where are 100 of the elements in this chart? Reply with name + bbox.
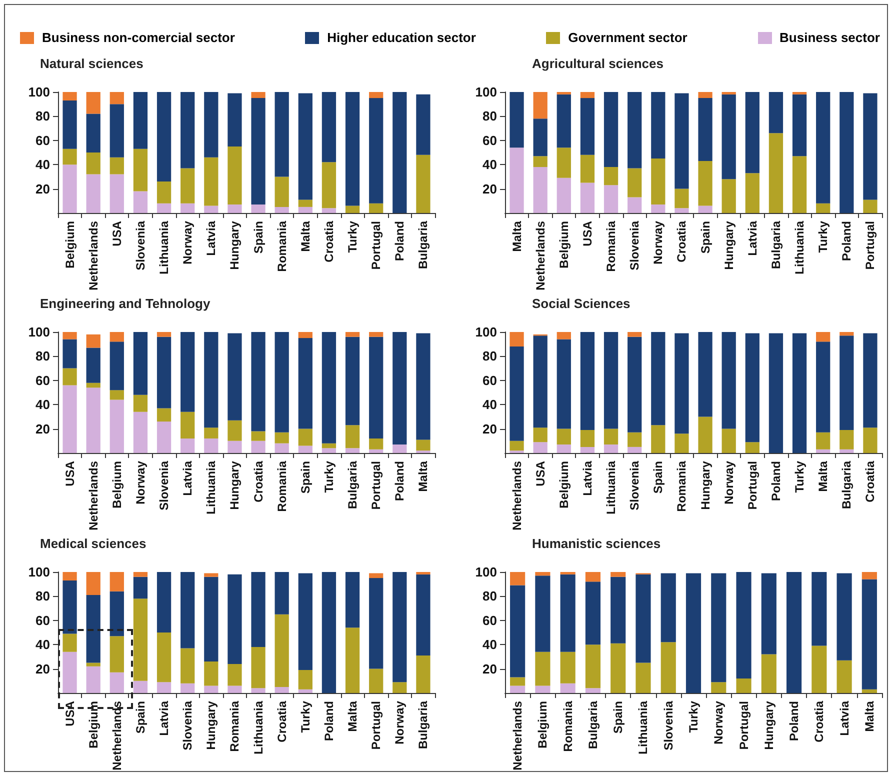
bar	[580, 154, 595, 183]
bar	[204, 438, 218, 453]
x-tick-label: Portugal	[863, 221, 878, 270]
bar	[840, 430, 854, 450]
bar	[62, 148, 77, 165]
x-tick-label: Turky	[322, 460, 336, 493]
y-tick-label: 80	[36, 348, 50, 364]
bar	[156, 682, 172, 693]
bar	[580, 430, 595, 447]
legend-label: Business non-comercial sector	[42, 30, 235, 45]
bar	[610, 643, 626, 693]
bar	[345, 628, 360, 693]
chart-title: Natural sciences	[40, 56, 144, 71]
x-tick-label: Croatia	[863, 460, 878, 502]
x-tick-label: Romania	[604, 220, 618, 272]
bar	[560, 683, 576, 693]
bar	[510, 346, 524, 441]
bar	[585, 688, 601, 693]
x-tick-label: USA	[62, 460, 77, 486]
bar	[110, 174, 124, 213]
bar	[156, 408, 172, 422]
x-tick-label: Malta	[862, 700, 876, 732]
bar	[180, 412, 195, 438]
bar	[604, 332, 618, 429]
bar	[180, 648, 195, 684]
chart-title: Humanistic sciences	[532, 536, 661, 551]
x-tick-label: Poland	[392, 461, 407, 502]
bar	[535, 572, 550, 576]
bar	[792, 94, 807, 156]
bar	[745, 333, 760, 442]
y-tick-label: 20	[36, 181, 50, 196]
bar	[133, 92, 148, 149]
bar	[604, 428, 618, 445]
bar	[863, 93, 878, 200]
x-tick-label: Slovenia	[661, 700, 676, 750]
bar	[722, 179, 736, 213]
bar	[660, 573, 676, 642]
y-tick-label: 100	[475, 324, 497, 340]
bar	[274, 614, 289, 687]
bar	[251, 431, 266, 441]
bar	[251, 204, 266, 213]
bar	[628, 168, 642, 198]
y-tick-label: 20	[36, 661, 50, 676]
bar	[651, 332, 666, 426]
bar	[722, 332, 736, 429]
bar	[110, 400, 124, 453]
bar	[133, 572, 148, 577]
bar	[392, 682, 407, 693]
bar	[604, 167, 618, 186]
bar	[62, 339, 77, 368]
y-tick-label: 80	[482, 108, 497, 124]
x-tick-label: Turky	[298, 700, 312, 733]
bar	[228, 93, 242, 146]
bar	[416, 440, 430, 451]
bar	[86, 388, 100, 453]
bar	[556, 94, 571, 148]
bar	[510, 92, 524, 148]
bar	[298, 689, 312, 693]
bar	[610, 572, 626, 577]
x-tick-label: Netherlands	[510, 460, 524, 530]
bar	[651, 425, 666, 453]
x-tick-label: Lithuania	[636, 700, 650, 754]
bar	[133, 148, 148, 192]
bar	[610, 576, 626, 644]
x-tick-label: Lithuania	[157, 220, 172, 274]
bar	[585, 644, 601, 688]
bar	[298, 573, 312, 670]
bar	[345, 332, 360, 337]
bar	[62, 332, 77, 340]
x-tick-label: Bulgaria	[586, 700, 600, 750]
x-tick-label: Slovenia	[628, 460, 642, 510]
bar	[840, 449, 854, 453]
y-tick-label: 60	[36, 132, 50, 148]
bar	[156, 203, 172, 213]
bar	[204, 576, 218, 662]
bar	[204, 428, 218, 438]
bar	[651, 92, 666, 159]
bar	[86, 382, 100, 388]
bar	[274, 92, 289, 177]
x-tick-label: Norway	[392, 700, 407, 744]
x-tick-label: Croatia	[274, 700, 289, 742]
x-tick-label: Bulgaria	[346, 460, 360, 510]
x-tick-label: Hungary	[204, 700, 218, 750]
bar	[228, 333, 242, 420]
legend-label: Higher education sector	[327, 30, 476, 45]
bar	[298, 332, 312, 338]
bar	[322, 208, 336, 213]
bar	[86, 92, 100, 114]
bar	[298, 200, 312, 207]
bar	[110, 342, 124, 390]
x-tick-label: USA	[580, 220, 594, 246]
bar	[298, 446, 312, 453]
x-tick-label: Belgium	[86, 701, 100, 748]
bar	[62, 634, 77, 652]
bar	[110, 332, 124, 342]
x-tick-label: Belgium	[556, 461, 571, 508]
bar	[180, 203, 195, 213]
bar	[556, 178, 571, 213]
bar	[62, 368, 77, 386]
bar	[812, 572, 827, 646]
